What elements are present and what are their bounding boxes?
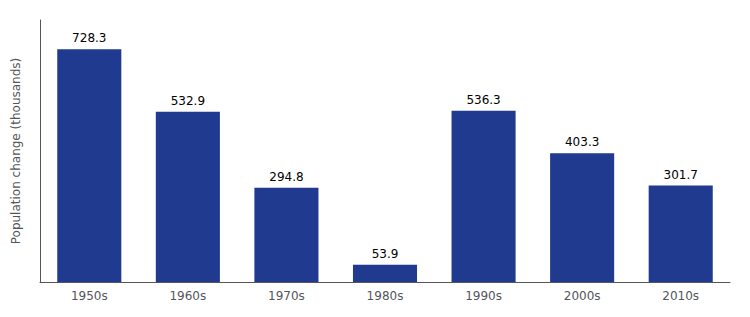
svg-text:53.9: 53.9 <box>372 247 399 261</box>
svg-text:1960s: 1960s <box>169 289 206 303</box>
svg-text:1990s: 1990s <box>465 289 502 303</box>
svg-text:536.3: 536.3 <box>466 93 500 107</box>
svg-text:301.7: 301.7 <box>664 168 698 182</box>
svg-text:532.9: 532.9 <box>171 94 205 108</box>
svg-text:1970s: 1970s <box>268 289 305 303</box>
svg-text:2010s: 2010s <box>662 289 699 303</box>
svg-text:1950s: 1950s <box>71 289 108 303</box>
svg-text:403.3: 403.3 <box>565 135 599 149</box>
svg-text:728.3: 728.3 <box>72 31 106 45</box>
svg-text:2000s: 2000s <box>564 289 601 303</box>
svg-text:1980s: 1980s <box>367 289 404 303</box>
svg-text:Population change (thousands): Population change (thousands) <box>9 58 23 245</box>
svg-text:294.8: 294.8 <box>269 170 303 184</box>
